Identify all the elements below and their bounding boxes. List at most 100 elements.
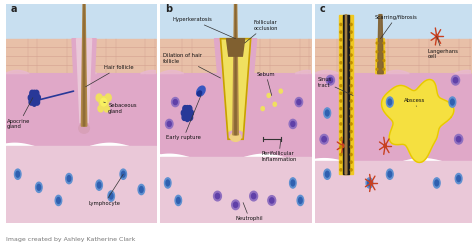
Ellipse shape bbox=[104, 105, 109, 112]
Ellipse shape bbox=[185, 110, 190, 116]
Ellipse shape bbox=[15, 169, 21, 179]
Ellipse shape bbox=[297, 100, 301, 104]
Ellipse shape bbox=[121, 171, 125, 177]
Ellipse shape bbox=[350, 153, 352, 156]
Ellipse shape bbox=[350, 54, 352, 56]
Ellipse shape bbox=[451, 75, 460, 85]
Polygon shape bbox=[83, 0, 85, 126]
Ellipse shape bbox=[176, 198, 180, 203]
Ellipse shape bbox=[182, 110, 186, 116]
Text: c: c bbox=[319, 4, 325, 14]
Ellipse shape bbox=[32, 95, 36, 101]
Ellipse shape bbox=[32, 100, 36, 106]
Ellipse shape bbox=[376, 60, 378, 62]
Ellipse shape bbox=[368, 180, 371, 186]
Ellipse shape bbox=[261, 107, 264, 111]
Ellipse shape bbox=[456, 137, 461, 142]
Ellipse shape bbox=[173, 100, 177, 104]
Ellipse shape bbox=[35, 99, 40, 105]
Ellipse shape bbox=[297, 195, 304, 206]
Ellipse shape bbox=[36, 95, 40, 101]
Ellipse shape bbox=[340, 62, 342, 64]
Text: Dilation of hair
follicle: Dilation of hair follicle bbox=[163, 53, 220, 78]
Ellipse shape bbox=[340, 138, 342, 140]
Ellipse shape bbox=[230, 133, 241, 142]
Polygon shape bbox=[382, 80, 454, 163]
Ellipse shape bbox=[120, 169, 127, 179]
Text: Perifollicular
Inflammation: Perifollicular Inflammation bbox=[261, 139, 297, 162]
Polygon shape bbox=[214, 39, 257, 139]
Ellipse shape bbox=[435, 180, 438, 186]
Ellipse shape bbox=[97, 182, 101, 188]
Ellipse shape bbox=[268, 196, 276, 205]
Text: Follicular
occlusion: Follicular occlusion bbox=[245, 20, 278, 43]
Ellipse shape bbox=[453, 78, 458, 83]
Ellipse shape bbox=[79, 124, 89, 133]
Polygon shape bbox=[82, 0, 87, 126]
Ellipse shape bbox=[320, 134, 328, 144]
Polygon shape bbox=[235, 0, 237, 135]
Ellipse shape bbox=[34, 90, 39, 96]
Ellipse shape bbox=[172, 98, 179, 107]
Polygon shape bbox=[378, 15, 383, 74]
Ellipse shape bbox=[188, 114, 192, 121]
Ellipse shape bbox=[340, 100, 342, 102]
Ellipse shape bbox=[350, 169, 352, 171]
Ellipse shape bbox=[295, 98, 302, 107]
Ellipse shape bbox=[388, 99, 392, 105]
Ellipse shape bbox=[340, 146, 342, 148]
Text: Abscess: Abscess bbox=[404, 98, 425, 106]
Ellipse shape bbox=[279, 89, 283, 93]
Ellipse shape bbox=[340, 92, 342, 94]
Ellipse shape bbox=[232, 200, 239, 210]
Ellipse shape bbox=[340, 69, 342, 71]
Ellipse shape bbox=[164, 178, 171, 188]
Ellipse shape bbox=[324, 169, 331, 179]
Ellipse shape bbox=[165, 119, 173, 128]
Ellipse shape bbox=[324, 108, 331, 118]
Ellipse shape bbox=[273, 102, 276, 106]
Ellipse shape bbox=[214, 191, 221, 201]
Ellipse shape bbox=[167, 122, 171, 126]
Ellipse shape bbox=[370, 181, 372, 185]
Polygon shape bbox=[233, 0, 238, 135]
Text: Scarring/fibrosis: Scarring/fibrosis bbox=[374, 15, 417, 39]
Ellipse shape bbox=[289, 119, 297, 128]
Text: Lymphocyte: Lymphocyte bbox=[89, 174, 123, 206]
Ellipse shape bbox=[449, 97, 456, 107]
Ellipse shape bbox=[185, 115, 190, 122]
Ellipse shape bbox=[350, 107, 352, 110]
Text: Early rupture: Early rupture bbox=[166, 96, 201, 140]
Ellipse shape bbox=[291, 180, 295, 186]
Ellipse shape bbox=[455, 173, 462, 184]
Ellipse shape bbox=[37, 184, 41, 190]
Ellipse shape bbox=[109, 193, 113, 199]
Ellipse shape bbox=[183, 105, 187, 112]
Text: Sebum: Sebum bbox=[257, 72, 275, 96]
Text: a: a bbox=[10, 4, 17, 14]
Ellipse shape bbox=[105, 94, 111, 102]
Ellipse shape bbox=[290, 178, 296, 188]
Ellipse shape bbox=[376, 42, 378, 44]
Ellipse shape bbox=[350, 77, 352, 79]
Text: Neutrophil: Neutrophil bbox=[236, 203, 263, 221]
Ellipse shape bbox=[383, 60, 385, 62]
Ellipse shape bbox=[350, 115, 352, 117]
Text: b: b bbox=[165, 4, 172, 14]
Ellipse shape bbox=[326, 171, 329, 177]
Ellipse shape bbox=[340, 23, 342, 25]
Ellipse shape bbox=[16, 171, 19, 177]
Ellipse shape bbox=[197, 86, 205, 96]
Ellipse shape bbox=[350, 92, 352, 94]
Ellipse shape bbox=[67, 176, 71, 182]
Text: Sebaceous
gland: Sebaceous gland bbox=[104, 102, 137, 114]
Ellipse shape bbox=[99, 97, 108, 108]
Ellipse shape bbox=[182, 114, 187, 121]
Ellipse shape bbox=[36, 182, 42, 192]
Ellipse shape bbox=[30, 90, 34, 96]
Ellipse shape bbox=[455, 134, 463, 144]
Ellipse shape bbox=[350, 130, 352, 133]
Polygon shape bbox=[72, 39, 96, 135]
Ellipse shape bbox=[386, 169, 393, 179]
Polygon shape bbox=[376, 39, 385, 74]
